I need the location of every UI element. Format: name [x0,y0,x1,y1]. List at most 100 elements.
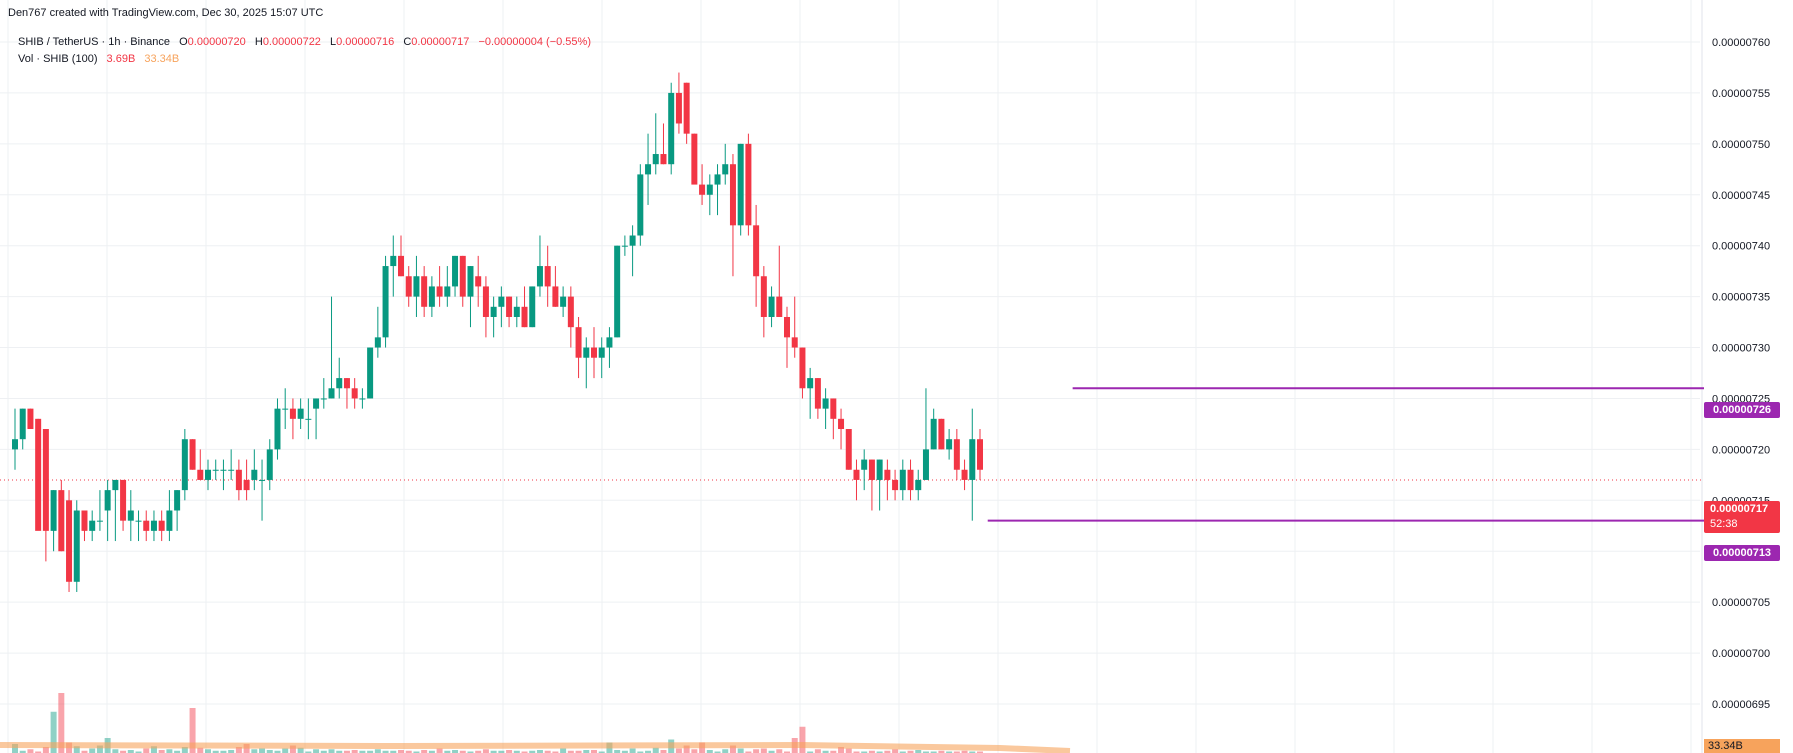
candle-body [536,266,543,287]
volume-bar [398,750,404,753]
volume-bar [205,749,211,753]
y-tick-label: 0.00000695 [1712,699,1770,711]
volume-bar [683,745,690,753]
volume-bar [50,711,57,753]
candle-body [413,276,420,297]
volume-bar [351,750,358,753]
volume-bar [259,748,266,753]
last-price-value: 0.00000717 [1710,503,1769,515]
candle-body [583,347,590,358]
candle-body [513,306,520,317]
candle-body [189,439,196,470]
volume-bar [552,751,559,753]
candle-body [845,429,852,470]
candle-body [560,296,567,307]
candle-body [791,337,798,348]
candle-body [922,449,929,480]
candle-body [506,296,513,317]
volume-bar [799,726,806,753]
level-low-tag[interactable]: 0.00000713 [1704,545,1780,561]
volume-bar [784,751,790,753]
volume-bar [112,749,119,753]
candle-body [490,306,497,317]
candle-body [876,459,883,480]
candle-body [868,459,875,480]
volume-bar [807,751,814,753]
open-label: O [179,36,188,48]
y-tick-label: 0.00000705 [1712,597,1770,609]
volume-label[interactable]: Vol · SHIB (100) [18,53,98,65]
volume-bar [120,750,127,753]
symbol-label[interactable]: SHIB / TetherUS · 1h · Binance [18,36,171,48]
candle-body [930,418,937,450]
volume-bar [467,751,474,753]
volume-bar [35,751,42,753]
candle-body [336,378,343,389]
candle-body [73,510,80,582]
candle-body [390,255,397,267]
volume-bar [575,750,582,753]
y-tick-label: 0.00000745 [1712,190,1770,202]
candle-body [120,479,127,521]
volume-bar [166,749,173,753]
candle-body [629,235,636,246]
open-value: 0.00000720 [187,36,246,48]
last-price-tag: 0.00000717 52:38 [1704,501,1780,533]
volume-bar [58,693,65,753]
candle-body [166,510,173,531]
candle-body [838,418,845,430]
volume-bar [235,747,242,753]
candle-body [683,82,690,134]
candle-body [729,164,736,226]
candle-body [374,337,381,348]
candle-body [529,286,536,328]
volume-bar [930,751,937,753]
y-tick-label: 0.00000760 [1712,37,1770,49]
volume-bar [459,750,466,753]
volume-bar [853,751,860,753]
volume-bar [845,748,852,753]
candle-body [251,469,258,480]
candle-body [282,408,289,410]
volume-bar [760,748,767,753]
candle-body [351,388,358,399]
volume-bar [915,750,922,753]
candle-body [961,469,968,480]
volume-bar [42,747,49,753]
volume-bar [452,750,459,753]
candle-body [428,286,435,307]
volume-bar [660,750,667,753]
candle-body [235,469,242,491]
candle-body [899,469,906,491]
candle-body [297,408,304,419]
candle-body [382,266,389,338]
volume-bar [567,750,574,753]
volume-bar [475,750,482,753]
high-value: 0.00000722 [262,36,321,48]
candle-body [452,255,459,287]
candle-body [814,378,821,409]
candle-body [158,520,165,531]
candle-body [444,286,451,297]
volume-bar [645,750,652,753]
candle-body [544,266,551,287]
volume-bar [652,747,659,753]
volume-bar [868,750,875,753]
candle-body [205,469,211,480]
candle-body [421,276,428,307]
volume-bar [421,750,428,753]
candle-body [127,510,134,521]
candle-body [977,439,983,470]
volume-bar [320,750,327,753]
volume-bar [174,750,181,753]
candle-body [274,408,281,450]
volume-bar [274,750,281,753]
volume-bar [946,751,953,753]
volume-bar [436,748,443,753]
volume-bar [938,750,945,753]
candle-body [243,479,250,491]
volume-bar [328,749,335,753]
level-high-tag[interactable]: 0.00000726 [1704,402,1780,418]
volume-bar [220,750,227,753]
